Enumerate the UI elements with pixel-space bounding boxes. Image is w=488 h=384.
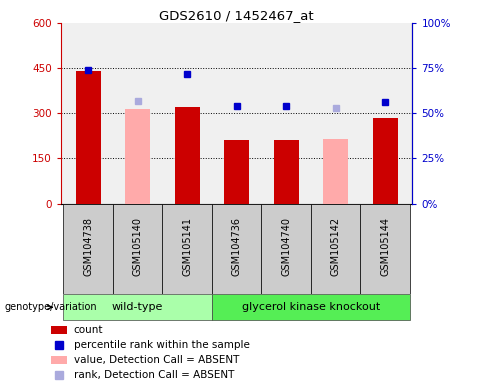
Text: genotype/variation: genotype/variation [5,302,98,312]
Bar [113,204,163,294]
Text: GSM105141: GSM105141 [182,217,192,276]
Text: GSM105144: GSM105144 [380,217,390,276]
Bar [63,294,212,320]
Text: count: count [74,325,103,335]
Text: percentile rank within the sample: percentile rank within the sample [74,340,249,350]
Bar [125,109,150,204]
Bar [323,139,348,204]
Text: GSM105142: GSM105142 [331,217,341,276]
Bar [262,204,311,294]
Bar [76,71,101,204]
Bar [224,141,249,204]
Text: wild-type: wild-type [112,302,163,312]
Bar [311,204,361,294]
Text: GSM104736: GSM104736 [232,217,242,276]
Bar [63,204,113,294]
Bar [51,356,67,364]
Text: glycerol kinase knockout: glycerol kinase knockout [242,302,380,312]
Bar [175,107,200,204]
Text: GSM104740: GSM104740 [281,217,291,276]
Bar [274,141,299,204]
Bar [212,294,410,320]
Title: GDS2610 / 1452467_at: GDS2610 / 1452467_at [160,9,314,22]
Bar [51,326,67,334]
Bar [373,118,398,204]
Text: value, Detection Call = ABSENT: value, Detection Call = ABSENT [74,355,239,365]
Text: GSM105140: GSM105140 [133,217,142,276]
Bar [163,204,212,294]
Text: rank, Detection Call = ABSENT: rank, Detection Call = ABSENT [74,370,234,380]
Bar [361,204,410,294]
Text: GSM104738: GSM104738 [83,217,93,276]
Bar [212,204,262,294]
